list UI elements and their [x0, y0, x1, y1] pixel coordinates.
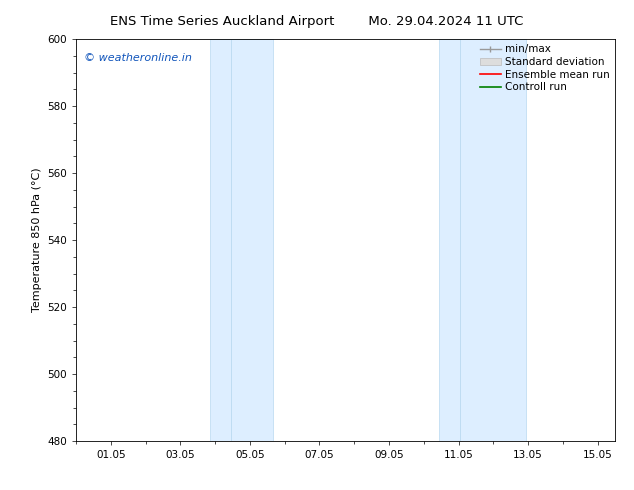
Text: ENS Time Series Auckland Airport        Mo. 29.04.2024 11 UTC: ENS Time Series Auckland Airport Mo. 29.… [110, 15, 524, 28]
Bar [460, 39, 526, 441]
Bar [210, 39, 231, 441]
Legend: min/max, Standard deviation, Ensemble mean run, Controll run: min/max, Standard deviation, Ensemble me… [478, 42, 612, 94]
Bar [439, 39, 460, 441]
Bar [231, 39, 273, 441]
Y-axis label: Temperature 850 hPa (°C): Temperature 850 hPa (°C) [32, 168, 42, 313]
Text: © weatheronline.in: © weatheronline.in [84, 53, 192, 63]
